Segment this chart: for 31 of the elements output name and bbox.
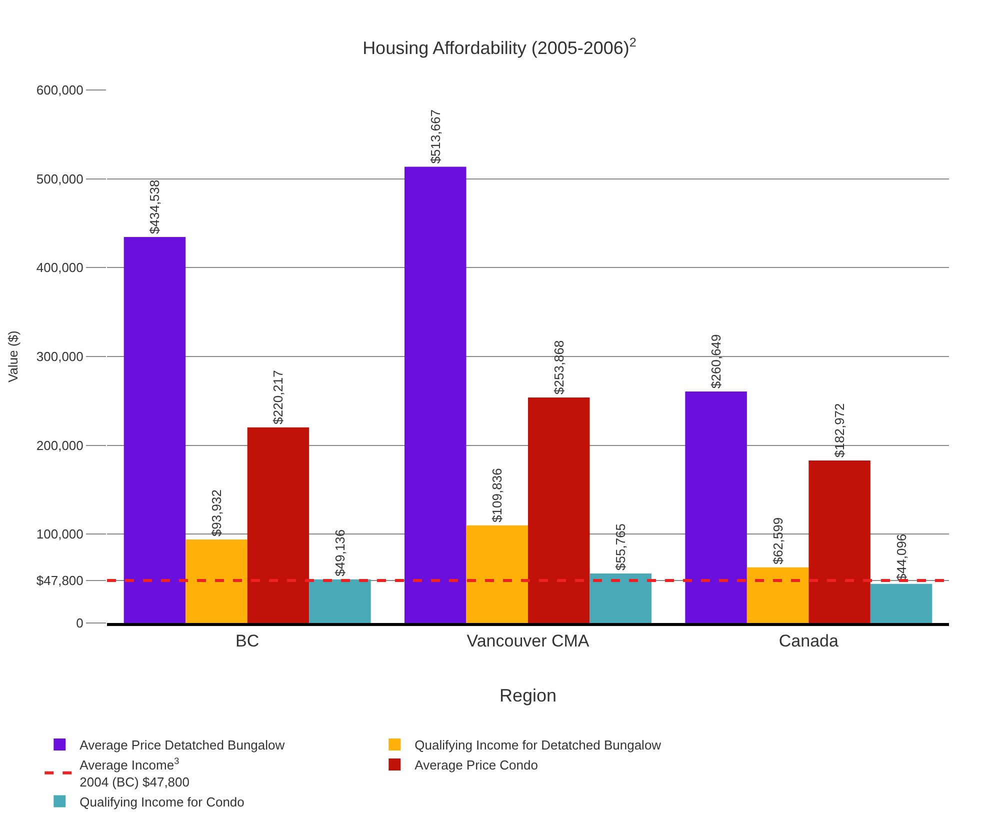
legend-label: Qualifying Income for Detatched Bungalow <box>414 738 662 753</box>
data-label: $434,538 <box>147 180 162 234</box>
data-label: $182,972 <box>832 403 848 458</box>
legend-label: Average Price Condo <box>414 758 538 773</box>
data-label: $49,136 <box>332 529 348 576</box>
data-label: $109,836 <box>490 468 505 522</box>
y-tick-label: 400,000 <box>36 260 84 276</box>
x-tick-label: Vancouver CMA <box>466 631 590 650</box>
y-tick-label: 600,000 <box>36 82 84 98</box>
y-tick-label: 500,000 <box>36 171 84 186</box>
legend-label: Average Income$^{3}$ 2004 (BC) $47,800 <box>80 756 190 790</box>
x-tick-label: Canada <box>778 631 839 650</box>
data-label: $55,765 <box>613 523 628 570</box>
data-label: $253,868 <box>551 340 566 394</box>
y-tick-label: 0 <box>76 616 84 631</box>
data-label: $93,932 <box>208 490 224 537</box>
data-label: $220,217 <box>270 370 286 424</box>
data-label: $62,599 <box>770 517 786 564</box>
y-tick-label: 200,000 <box>36 438 84 453</box>
y-tick-label: 100,000 <box>36 526 84 542</box>
legend-label: Average Price Detatched Bungalow <box>80 738 286 753</box>
data-label: $513,667 <box>428 109 443 164</box>
y-axis-title: Value ($) <box>5 330 20 382</box>
legend-label: Qualifying Income for Condo <box>80 794 244 810</box>
y-tick-label: 300,000 <box>36 349 84 364</box>
x-axis-title: Region <box>499 686 557 706</box>
data-label: $260,649 <box>708 334 724 388</box>
data-label: $44,096 <box>894 534 909 581</box>
x-tick-label: BC <box>236 631 260 650</box>
y-tick-label: $47,800 <box>36 573 84 588</box>
chart-title: Housing Affordability (2005-2006)$^{2}$ <box>362 35 636 58</box>
